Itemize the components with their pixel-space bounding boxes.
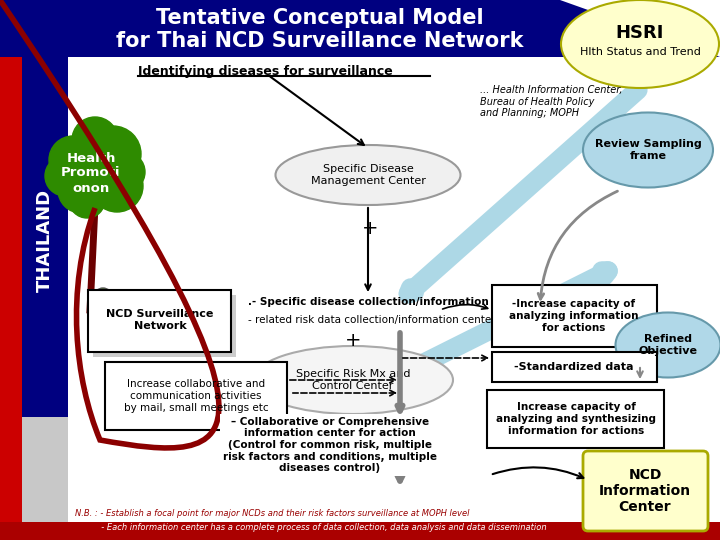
- Text: -Increase capacity of
analyzing information
for actions: -Increase capacity of analyzing informat…: [509, 299, 639, 333]
- FancyBboxPatch shape: [22, 57, 68, 417]
- Ellipse shape: [583, 112, 713, 187]
- Text: NCD Surveillance
Network: NCD Surveillance Network: [107, 309, 214, 331]
- Text: THAILAND: THAILAND: [36, 188, 54, 292]
- FancyBboxPatch shape: [68, 55, 720, 535]
- Circle shape: [45, 156, 85, 196]
- Circle shape: [91, 160, 143, 212]
- Ellipse shape: [253, 346, 453, 414]
- FancyBboxPatch shape: [492, 285, 657, 347]
- Circle shape: [85, 126, 141, 182]
- Circle shape: [105, 152, 145, 192]
- Text: Health
Promoti
onon: Health Promoti onon: [61, 152, 121, 194]
- Text: N.B. : - Establish a focal point for major NCDs and their risk factors surveilla: N.B. : - Establish a focal point for maj…: [75, 510, 469, 518]
- Text: - related risk data collection/information center: - related risk data collection/informati…: [248, 315, 495, 325]
- Circle shape: [58, 167, 104, 213]
- Text: NCD
Information
Center: NCD Information Center: [599, 468, 691, 514]
- FancyBboxPatch shape: [105, 362, 287, 430]
- Text: Hlth Status and Trend: Hlth Status and Trend: [580, 47, 701, 57]
- Circle shape: [72, 117, 118, 163]
- FancyBboxPatch shape: [93, 295, 236, 357]
- Text: Increase collaborative and
communication activities
by mail, small meetings etc: Increase collaborative and communication…: [124, 380, 269, 413]
- Text: Specific Disease
Management Center: Specific Disease Management Center: [310, 164, 426, 186]
- Text: – Collaborative or Comprehensive
information center for action
(Control for comm: – Collaborative or Comprehensive informa…: [223, 417, 437, 473]
- FancyBboxPatch shape: [88, 290, 231, 352]
- Circle shape: [94, 288, 112, 306]
- Text: Review Sampling
frame: Review Sampling frame: [595, 139, 701, 161]
- Text: .- Specific disease collection/information Center: .- Specific disease collection/informati…: [248, 297, 532, 307]
- Text: - Each information center has a complete process of data collection, data analys: - Each information center has a complete…: [75, 523, 546, 531]
- Text: Identifying diseases for surveillance: Identifying diseases for surveillance: [138, 64, 392, 78]
- Ellipse shape: [561, 0, 719, 88]
- Text: for Thai NCD Surveillance Network: for Thai NCD Surveillance Network: [116, 31, 523, 51]
- FancyBboxPatch shape: [492, 352, 657, 382]
- Text: Specific Risk Mx and
Control Center: Specific Risk Mx and Control Center: [296, 369, 410, 391]
- FancyBboxPatch shape: [583, 451, 708, 531]
- FancyBboxPatch shape: [0, 0, 720, 57]
- FancyBboxPatch shape: [487, 390, 664, 448]
- Circle shape: [69, 182, 105, 218]
- Text: ... Health Information Center,
Bureau of Health Policy
and Planning; MOPH: ... Health Information Center, Bureau of…: [480, 85, 623, 118]
- Text: HSRI: HSRI: [616, 24, 664, 42]
- Circle shape: [57, 130, 133, 206]
- Circle shape: [89, 301, 107, 319]
- Text: Refined
Objective: Refined Objective: [639, 334, 698, 356]
- Circle shape: [49, 136, 97, 184]
- FancyBboxPatch shape: [0, 57, 22, 540]
- Text: +: +: [361, 219, 378, 238]
- Ellipse shape: [616, 313, 720, 377]
- Text: +: +: [345, 330, 361, 349]
- Ellipse shape: [276, 145, 461, 205]
- FancyBboxPatch shape: [0, 522, 720, 540]
- Polygon shape: [560, 0, 720, 57]
- Text: Tentative Conceptual Model: Tentative Conceptual Model: [156, 8, 484, 28]
- Text: -Standardized data: -Standardized data: [514, 362, 634, 372]
- Text: Increase capacity of
analyzing and synthesizing
information for actions: Increase capacity of analyzing and synth…: [496, 402, 656, 436]
